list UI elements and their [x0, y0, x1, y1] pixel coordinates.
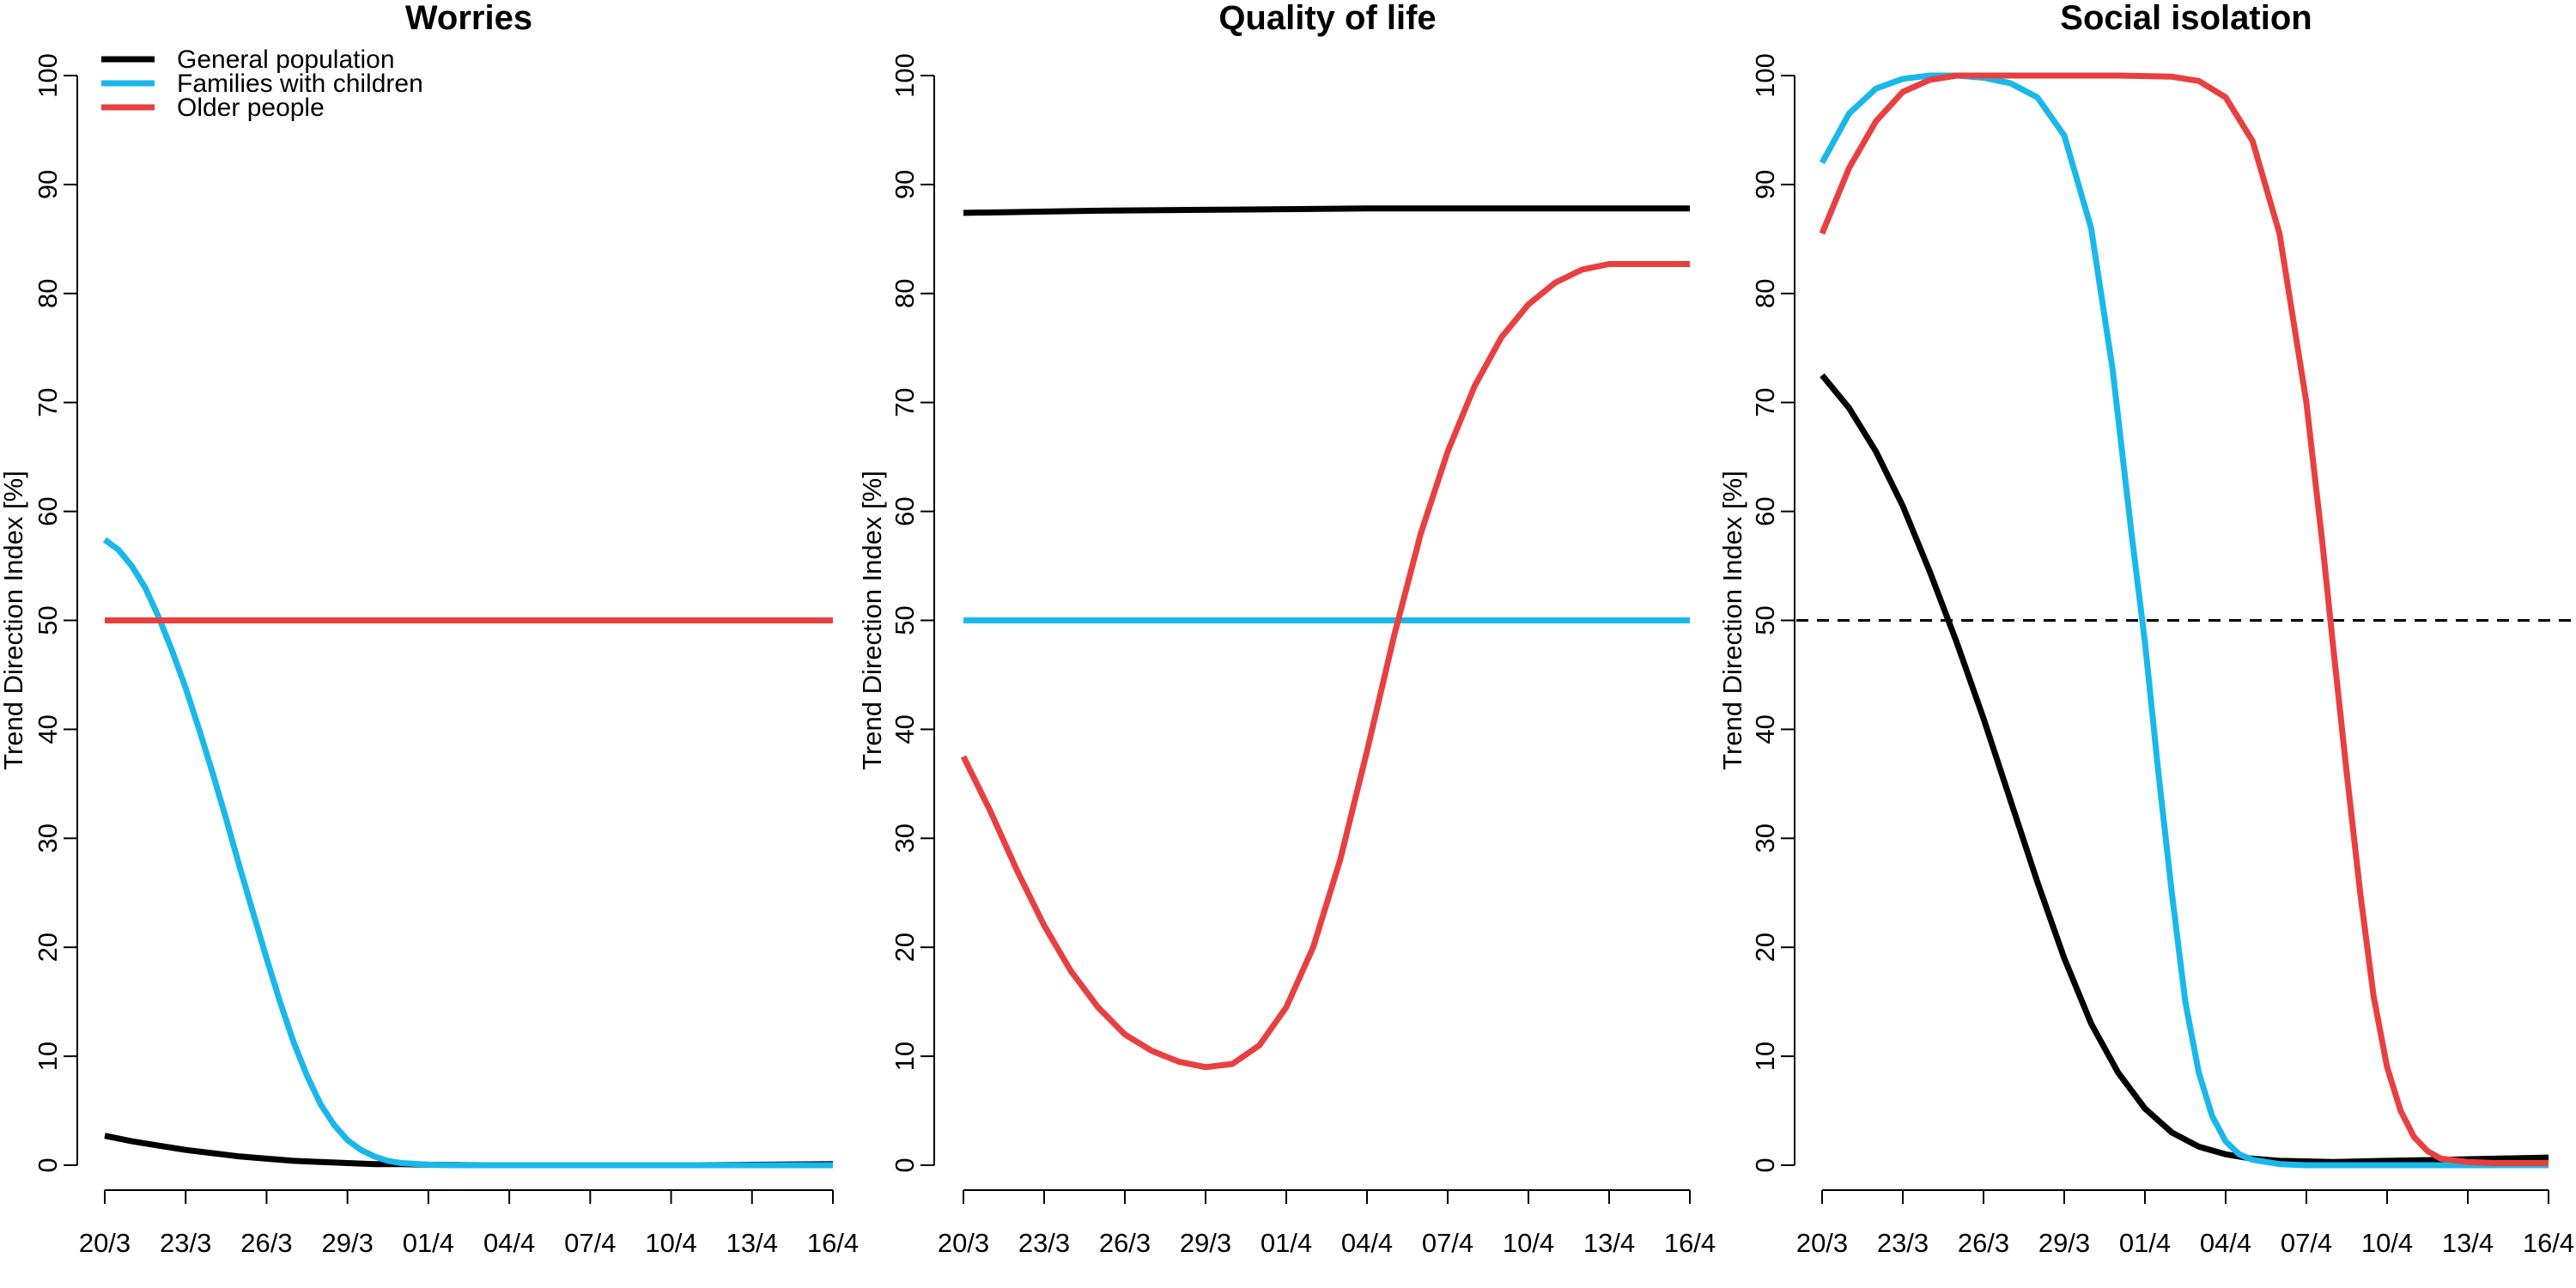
y-tick-label: 90: [890, 170, 920, 199]
series-line-general-population: [963, 205, 1690, 216]
x-tick-label: 16/4: [807, 1228, 859, 1258]
series-line-families-with-children: [1819, 72, 2549, 1169]
x-tick-label: 26/3: [1958, 1228, 2009, 1258]
y-tick-label: 30: [890, 823, 920, 853]
y-tick-label: 0: [1750, 1157, 1780, 1172]
y-tick-label: 10: [890, 1042, 920, 1071]
panel-2: Quality of life 0 10 20 30 40 50 60 70 80 90 100 Tre…: [857, 0, 1716, 1258]
x-tick-label: 13/4: [2442, 1228, 2494, 1258]
x-tick-label: 04/4: [483, 1228, 535, 1258]
x-tick-label: 04/4: [1341, 1228, 1393, 1258]
y-tick-label: 50: [890, 605, 920, 635]
x-tick-label: 16/4: [2523, 1228, 2574, 1258]
x-tick-label: 13/4: [726, 1228, 778, 1258]
series-line-older-people: [960, 261, 1690, 1071]
legend-label: General population: [177, 46, 395, 74]
panel-1: Worries 0 10 20 30 40 50 60 70 80 90 100 Trend Direc…: [0, 0, 859, 1258]
x-tick-label: 04/4: [2200, 1228, 2251, 1258]
y-tick-label: 90: [33, 170, 63, 199]
y-tick-label: 0: [890, 1157, 920, 1172]
y-tick-label: 80: [33, 279, 63, 308]
x-tick-label: 13/4: [1583, 1228, 1635, 1258]
y-axis-label: Trend Direction Index [%]: [0, 471, 28, 770]
x-tick-label: 23/3: [1018, 1228, 1070, 1258]
chart-title: Quality of life: [1218, 0, 1436, 37]
legend-label: Families with children: [177, 70, 423, 98]
y-tick-label: 50: [1750, 605, 1780, 635]
x-tick-label: 20/3: [79, 1228, 131, 1258]
x-tick-label: 29/3: [1180, 1228, 1231, 1258]
series-line-general-population: [1820, 373, 2549, 1165]
y-tick-label: 100: [890, 53, 920, 98]
x-tick-label: 29/3: [2038, 1228, 2090, 1258]
x-tick-label: 01/4: [1261, 1228, 1312, 1258]
x-tick-label: 23/3: [1877, 1228, 1929, 1258]
x-tick-label: 01/4: [403, 1228, 454, 1258]
y-tick-label: 90: [1750, 170, 1780, 199]
x-tick-label: 10/4: [2361, 1228, 2413, 1258]
series-line-families-with-children: [102, 537, 833, 1169]
y-tick-label: 100: [1750, 53, 1780, 98]
x-tick-label: 23/3: [160, 1228, 211, 1258]
chart-title: Worries: [405, 0, 532, 37]
x-tick-label: 20/3: [938, 1228, 989, 1258]
panel-3: Social isolation 0 10 20 30 40 50 60 70 80 90 100 Tr…: [1717, 0, 2576, 1258]
x-tick-label: 29/3: [321, 1228, 373, 1258]
y-tick-label: 20: [33, 933, 63, 962]
series-line-older-people: [1819, 72, 2549, 1166]
y-tick-label: 80: [1750, 279, 1780, 308]
y-tick-label: 0: [33, 1157, 63, 1172]
y-tick-label: 60: [33, 496, 63, 526]
x-tick-label: 01/4: [2119, 1228, 2171, 1258]
y-axis-label: Trend Direction Index [%]: [1717, 471, 1747, 770]
x-tick-label: 16/4: [1664, 1228, 1716, 1258]
y-tick-label: 50: [33, 605, 63, 635]
y-tick-label: 20: [890, 933, 920, 962]
y-tick-label: 60: [1750, 496, 1780, 526]
y-axis-label: Trend Direction Index [%]: [857, 471, 887, 770]
x-tick-label: 10/4: [645, 1228, 696, 1258]
y-tick-label: 20: [1750, 933, 1780, 962]
y-tick-label: 100: [33, 53, 63, 98]
x-tick-label: 26/3: [1099, 1228, 1151, 1258]
x-tick-label: 07/4: [564, 1228, 616, 1258]
x-tick-label: 26/3: [240, 1228, 292, 1258]
y-tick-label: 40: [33, 714, 63, 744]
y-tick-label: 10: [1750, 1042, 1780, 1071]
x-tick-label: 20/3: [1796, 1228, 1848, 1258]
x-tick-label: 07/4: [1422, 1228, 1473, 1258]
y-tick-label: 60: [890, 496, 920, 526]
x-tick-label: 10/4: [1503, 1228, 1554, 1258]
y-tick-label: 10: [33, 1042, 63, 1071]
y-tick-label: 70: [1750, 387, 1780, 416]
y-tick-label: 30: [1750, 823, 1780, 853]
x-tick-label: 07/4: [2281, 1228, 2332, 1258]
y-tick-label: 30: [33, 823, 63, 853]
series-line-general-population: [104, 1133, 834, 1169]
legend-label: Older people: [177, 94, 325, 122]
chart-title: Social isolation: [2060, 0, 2312, 37]
y-tick-label: 40: [890, 714, 920, 744]
y-tick-label: 70: [890, 387, 920, 416]
y-tick-label: 40: [1750, 714, 1780, 744]
y-tick-label: 70: [33, 387, 63, 416]
y-tick-label: 80: [890, 279, 920, 308]
